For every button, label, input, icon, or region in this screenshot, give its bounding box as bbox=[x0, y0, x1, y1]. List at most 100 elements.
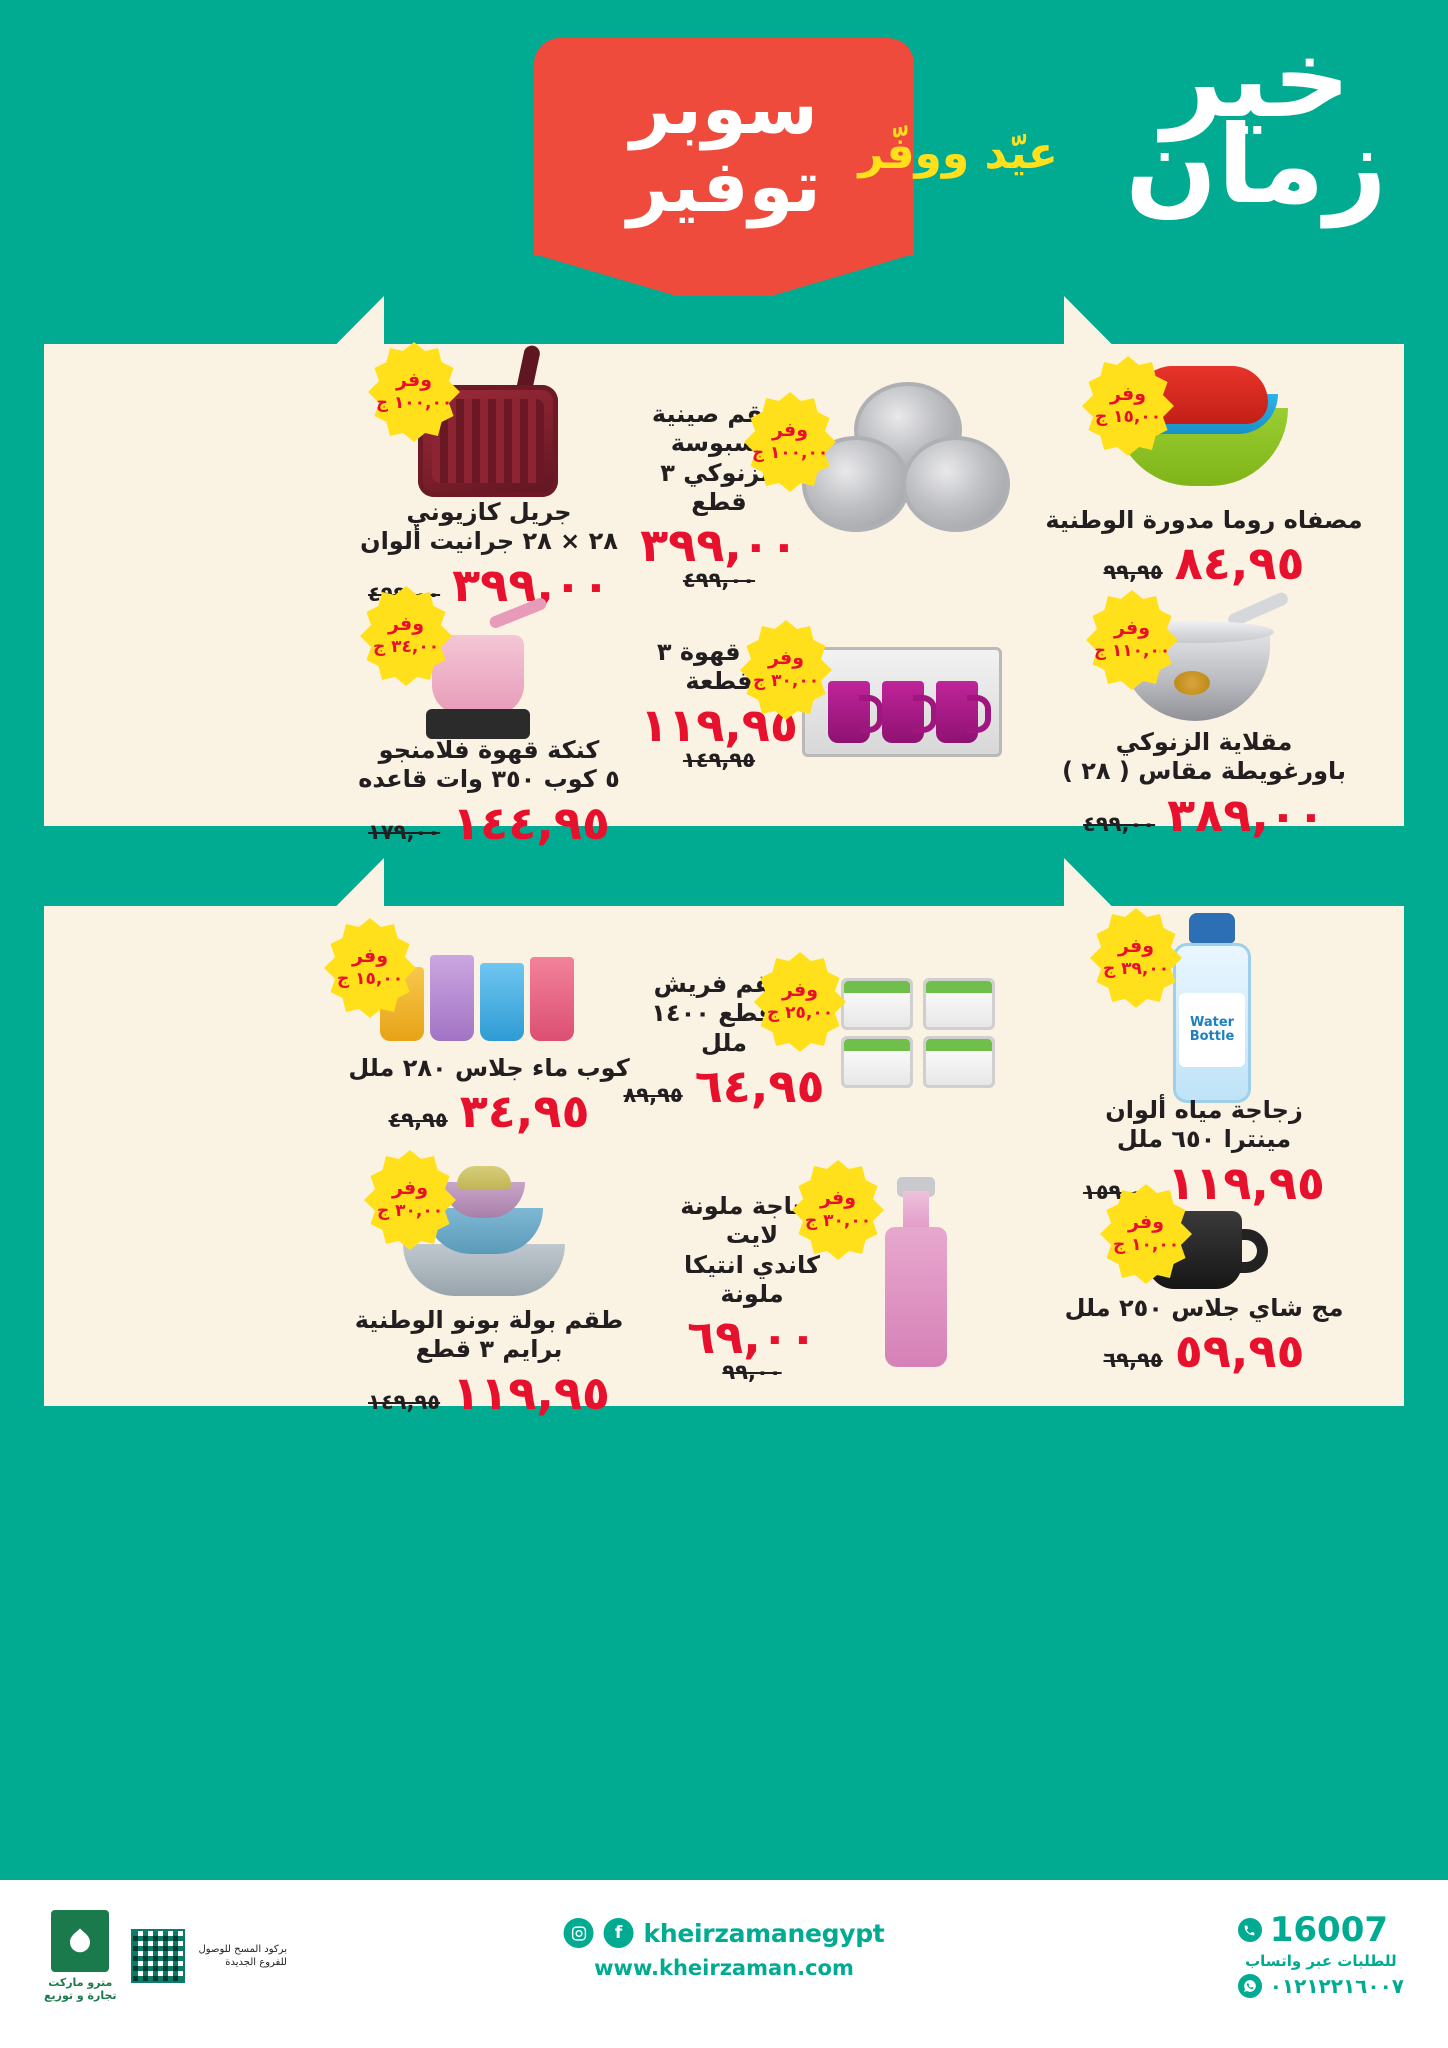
qr-code[interactable] bbox=[130, 1929, 185, 1984]
metro-market-logo bbox=[51, 1910, 110, 1972]
trays-art bbox=[802, 382, 1012, 532]
product-bono-bowls[interactable]: وفر ٣٠,٠٠ ج طقم بولة بونو الوطنية برايم … bbox=[334, 1146, 644, 1417]
product-text-containers: طقم فريش ٣ قطع ١٤٠٠ ملل ٦٤,٩٥ ٨٩,٩٥ bbox=[623, 970, 824, 1110]
footer-left: بركود المسح للوصول للفروع الجديدة مترو م… bbox=[44, 1910, 287, 2002]
badge-value: ١٥,٠٠ ج bbox=[336, 969, 404, 990]
panel-notch-left bbox=[44, 296, 384, 344]
badge-word: وفر bbox=[819, 1187, 857, 1210]
footer-center: kheirzamanegypt f www.kheirzaman.com bbox=[563, 1918, 885, 1980]
new-price: ٣٤,٩٥ bbox=[459, 1084, 590, 1139]
product-text-mugs: مج قهوة ٣ قطعة ١١٩,٩٥ ١٤٩,٩٥ bbox=[640, 638, 798, 772]
badge-value: ١٠,٠٠ ج bbox=[1112, 1235, 1180, 1256]
whatsapp-row[interactable]: ٠١٢١٢٢١٦٠٠٧ bbox=[1237, 1974, 1404, 1998]
badge-word: وفر bbox=[1113, 617, 1151, 640]
product-name: زجاجة مياه ألوان مينترا ٦٥٠ ملل bbox=[1105, 1096, 1303, 1154]
hotline-row[interactable]: 16007 bbox=[1237, 1910, 1404, 1950]
price-row: ٣٨٩,٠٠ ٤٩٩,٠٠ bbox=[1034, 787, 1374, 839]
coffee-mugs-art bbox=[802, 647, 1002, 757]
new-price: ٣٩٩,٠٠ bbox=[640, 518, 798, 573]
product-water-bottle[interactable]: Water Bottle وفر ٣٩,٠٠ ج زجاجة مياه ألوا… bbox=[1034, 898, 1374, 1207]
badge-value: ٣٠,٠٠ ج bbox=[752, 671, 820, 692]
product-text-tea-mug: مج شاي جلاس ٢٥٠ ملل ٥٩,٩٥ ٦٩,٩٥ bbox=[1034, 1294, 1374, 1376]
whatsapp-icon bbox=[1237, 1974, 1262, 1998]
badge-word: وفر bbox=[767, 647, 805, 670]
hotline-number[interactable]: 16007 bbox=[1269, 1910, 1389, 1950]
old-price: ٨٩,٩٥ bbox=[623, 1082, 683, 1107]
new-price: ٦٤,٩٥ bbox=[694, 1058, 825, 1113]
badge-word: وفر bbox=[1127, 1211, 1165, 1234]
price-row: ٣٤,٩٥ ٤٩,٩٥ bbox=[334, 1083, 644, 1139]
website-url[interactable]: www.kheirzaman.com bbox=[594, 1956, 854, 1980]
badge-word: وفر bbox=[1109, 383, 1147, 406]
badge-word: وفر bbox=[781, 979, 819, 1002]
product-water-glasses[interactable]: وفر ١٥,٠٠ ج كوب ماء جلاس ٢٨٠ ملل ٣٤,٩٥ ٤… bbox=[324, 906, 644, 1136]
price-stack: ١١٩,٩٥ ١٤٩,٩٥ bbox=[640, 697, 798, 772]
footer-right: 16007 للطلبات عبر واتساب ٠١٢١٢٢١٦٠٠٧ bbox=[1237, 1910, 1404, 1998]
phone-icon bbox=[1237, 1918, 1262, 1942]
product-coffee-kettle[interactable]: وفر ٣٤,٠٠ ج كنكة قهوة فلامنجو ٥ كوب ٣٥٠ … bbox=[334, 578, 644, 847]
badge-word: وفر bbox=[391, 1177, 429, 1200]
badge-value: ١٠٠,٠٠ ج bbox=[375, 393, 453, 414]
product-tea-mug[interactable]: وفر ١٠,٠٠ ج مج شاي جلاس ٢٥٠ ملل ٥٩,٩٥ ٦٩… bbox=[1034, 1176, 1374, 1386]
badge-word: وفر bbox=[395, 369, 433, 392]
product-colander[interactable]: وفر ١٥,٠٠ ج مصفاه روما مدورة الوطنية ٨٤,… bbox=[1034, 346, 1374, 596]
badge-value: ٣٠,٠٠ ج bbox=[376, 1201, 444, 1222]
product-text-trays: طقم صينية بسبوسة الزنوكي ٣ قطع ٣٩٩,٠٠ ٤٩… bbox=[640, 400, 798, 593]
old-price: ٤٩٩,٠٠ bbox=[1083, 811, 1156, 836]
product-image-bowls bbox=[394, 1156, 574, 1306]
product-text-glasses: كوب ماء جلاس ٢٨٠ ملل ٣٤,٩٥ ٤٩,٩٥ bbox=[334, 1054, 644, 1136]
logo-line-1: خير bbox=[1161, 17, 1352, 143]
product-image-containers bbox=[818, 964, 1018, 1104]
product-image-kettle bbox=[400, 588, 560, 748]
product-grill-pan[interactable]: وفر ١٠٠,٠٠ ج جريل كازيوني ٢٨ × ٢٨ جرانيت… bbox=[334, 320, 644, 609]
price-row: ٨٤,٩٥ ٩٩,٩٥ bbox=[1034, 535, 1374, 591]
product-name: مصفاه روما مدورة الوطنية bbox=[1045, 506, 1363, 534]
product-coffee-mugs[interactable]: وفر ٣٠,٠٠ ج مج قهوة ٣ قطعة ١١٩,٩٥ ١٤٩,٩٥ bbox=[640, 606, 1032, 796]
product-colored-bottle[interactable]: وفر ٣٠,٠٠ ج زجاجة ملونة لايت كاندي انتيك… bbox=[652, 1144, 1032, 1384]
metro-market-name: مترو ماركت تجارة و توزيع bbox=[44, 1976, 117, 2003]
old-price: ٤٩٩,٠٠ bbox=[682, 568, 756, 593]
old-price: ١٤٩,٩٥ bbox=[682, 747, 756, 772]
badge-word: وفر bbox=[351, 945, 389, 968]
social-handle[interactable]: kheirzamanegypt bbox=[643, 1918, 885, 1948]
new-price: ١١٩,٩٥ bbox=[1167, 1155, 1325, 1210]
old-price: ٦٩,٩٥ bbox=[1103, 1348, 1163, 1373]
price-row: ١١٩,٩٥ ١٤٩,٩٥ bbox=[334, 1365, 644, 1417]
badge-word: وفر bbox=[1117, 935, 1155, 958]
product-image-mugs bbox=[792, 642, 1012, 762]
new-price: ٣٨٩,٠٠ bbox=[1167, 787, 1325, 842]
badge-value: ١٥,٠٠ ج bbox=[1094, 407, 1162, 428]
banner-line-1: سوبر bbox=[630, 66, 818, 150]
whatsapp-number[interactable]: ٠١٢١٢٢١٦٠٠٧ bbox=[1269, 1974, 1404, 1998]
price-stack: ٣٩٩,٠٠ ٤٩٩,٠٠ bbox=[640, 517, 798, 593]
product-text-kettle: كنكة قهوة فلامنجو ٥ كوب ٣٥٠ وات قاعده ١٤… bbox=[334, 736, 644, 847]
product-fresh-containers[interactable]: وفر ٢٥,٠٠ ج طقم فريش ٣ قطع ١٤٠٠ ملل ٦٤,٩… bbox=[623, 928, 1032, 1128]
product-image-colored-bottle bbox=[860, 1172, 970, 1372]
banner-line-2: توفير bbox=[627, 144, 821, 228]
badge-word: وفر bbox=[387, 613, 425, 636]
promo-banner: سوبر توفير bbox=[534, 38, 914, 310]
bottle-label: Water Bottle bbox=[1179, 993, 1245, 1067]
colored-bottle-art bbox=[869, 1177, 961, 1367]
new-price: ٥٩,٩٥ bbox=[1174, 1324, 1305, 1379]
facebook-icon[interactable]: f bbox=[603, 1918, 634, 1948]
product-basbousa-trays[interactable]: وفر ١٠٠,٠٠ ج طقم صينية بسبوسة الزنوكي ٣ … bbox=[640, 352, 1032, 592]
product-name: طقم بولة بونو الوطنية برايم ٣ قطع bbox=[354, 1306, 624, 1364]
badge-value: ١٠٠,٠٠ ج bbox=[751, 443, 829, 464]
instagram-icon[interactable] bbox=[563, 1918, 594, 1948]
product-text-grill: جريل كازيوني ٢٨ × ٢٨ جرانيت ألوان ٣٩٩,٠٠… bbox=[334, 498, 644, 609]
panel-notch-left bbox=[44, 858, 384, 906]
save-badge-colander: وفر ١٥,٠٠ ج bbox=[1082, 356, 1174, 456]
product-name: زجاجة ملونة لايت كاندي انتيكا ملونة bbox=[680, 1192, 824, 1308]
old-price: ٩٩,٩٥ bbox=[1103, 560, 1163, 585]
badge-value: ٣٠,٠٠ ج bbox=[804, 1211, 872, 1232]
logo-line-2: زمان bbox=[1125, 103, 1389, 228]
product-name: مج شاي جلاس ٢٥٠ ملل bbox=[1064, 1294, 1344, 1322]
price-row: ٦٤,٩٥ ٨٩,٩٥ bbox=[623, 1058, 824, 1110]
social-row: kheirzamanegypt f bbox=[563, 1918, 885, 1948]
product-name: جريل كازيوني ٢٨ × ٢٨ جرانيت ألوان bbox=[360, 498, 618, 556]
product-wok-pan[interactable]: وفر ١١٠,٠٠ ج مقلاية الزنوكي باورغويطة مق… bbox=[1034, 586, 1374, 839]
new-price: ٨٤,٩٥ bbox=[1174, 536, 1305, 591]
coffee-kettle-art bbox=[410, 593, 550, 743]
